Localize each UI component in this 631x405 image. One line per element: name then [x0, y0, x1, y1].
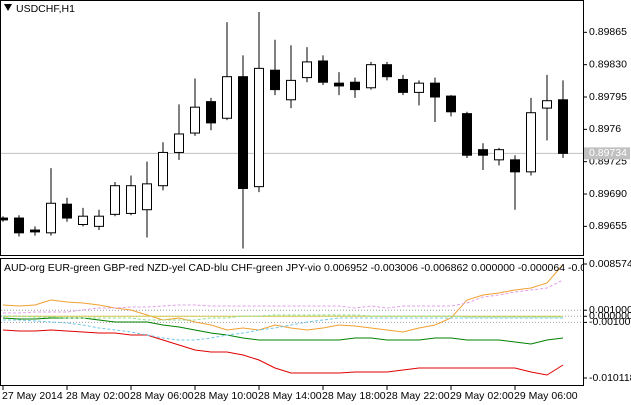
y-tick-label: 0.000000	[589, 310, 631, 322]
candle-body	[366, 64, 376, 89]
candle-body	[174, 133, 184, 153]
candle-body	[526, 112, 536, 173]
x-tick-label: 29 May 06:00	[514, 390, 578, 402]
y-tick-label: 0.89865	[589, 26, 627, 38]
candle-body	[558, 99, 568, 154]
series-line	[2, 329, 564, 376]
candle-body	[254, 67, 264, 188]
series-line	[3, 314, 563, 321]
x-tick-label: 27 May 2014	[2, 390, 63, 402]
candles	[1, 12, 583, 249]
candle-body	[46, 202, 56, 234]
y-tick-label: 0.89655	[589, 220, 627, 232]
series-line	[2, 317, 564, 345]
x-tick-label: 28 May 22:00	[386, 390, 450, 402]
candle-body	[462, 113, 472, 156]
x-tick-label: 28 May 02:00	[66, 390, 130, 402]
candle-body	[1, 217, 8, 221]
y-tick-label: 0.8976	[589, 123, 621, 135]
chart-title: USDCHF,H1	[16, 3, 75, 15]
candle-body	[510, 159, 520, 173]
candle-body	[30, 229, 40, 233]
series-line	[3, 279, 564, 314]
indicator-title: AUD-org EUR-green GBP-red NZD-yel CAD-bl…	[4, 262, 631, 274]
candle-body	[270, 69, 280, 91]
candle-body	[62, 203, 72, 219]
y-tick-label: 0.89690	[589, 188, 627, 200]
candle-body	[110, 185, 120, 215]
y-tick-label: 0.001000	[589, 304, 631, 316]
x-tick-label: 28 May 14:00	[258, 390, 322, 402]
candle-body	[126, 185, 136, 214]
candle-body	[286, 79, 296, 101]
candle-body	[78, 215, 88, 226]
candle-body	[302, 61, 312, 79]
candle-body	[494, 149, 504, 161]
y-tick-label: -0.010118	[589, 372, 631, 384]
candle-body	[446, 95, 456, 113]
y-tick-label: -0.001000	[589, 316, 631, 328]
candle-body	[222, 76, 232, 119]
candle-body	[542, 100, 552, 109]
series-line	[3, 317, 563, 341]
title-icon	[4, 4, 12, 11]
candle-body	[142, 183, 152, 211]
last-price-label: 0.89734	[589, 147, 627, 159]
candle-body	[206, 101, 216, 124]
candle-body	[334, 82, 344, 87]
y-tick-label: 0.89795	[589, 91, 627, 103]
y-tick-label: 0.008574	[589, 258, 631, 270]
x-tick-label: 28 May 10:00	[194, 390, 258, 402]
candle-body	[190, 106, 200, 134]
candle-body	[94, 215, 104, 227]
lines	[1, 264, 583, 376]
candle-body	[430, 82, 440, 98]
candle-body	[398, 78, 408, 93]
candle-body	[238, 76, 248, 189]
candle-body	[158, 151, 168, 187]
x-tick-label: 28 May 06:00	[130, 390, 194, 402]
y-tick-label: 0.89830	[589, 58, 627, 70]
last-price-box	[584, 147, 630, 160]
candle-body	[414, 82, 424, 93]
candle-body	[318, 60, 328, 83]
main-panel	[0, 0, 584, 256]
candle-body	[382, 64, 392, 78]
x-tick-label: 29 May 02:00	[450, 390, 514, 402]
candle-body	[350, 81, 360, 91]
x-tick-label: 28 May 18:00	[322, 390, 386, 402]
candle-body	[14, 217, 24, 234]
candle-body	[478, 149, 488, 156]
